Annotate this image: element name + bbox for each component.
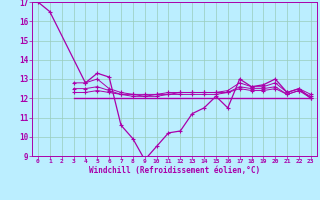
X-axis label: Windchill (Refroidissement éolien,°C): Windchill (Refroidissement éolien,°C) xyxy=(89,166,260,175)
